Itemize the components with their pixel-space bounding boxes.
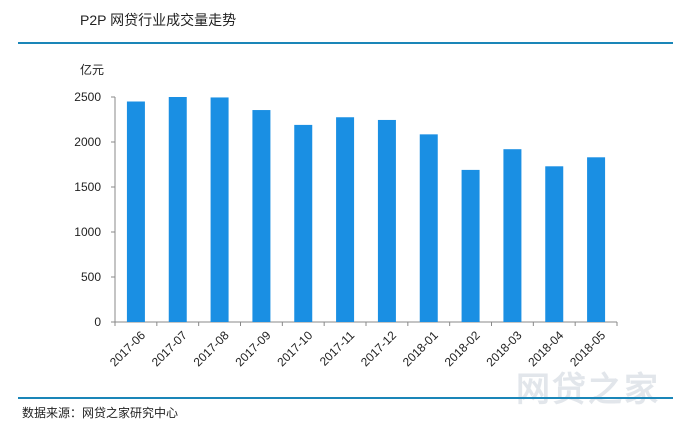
x-tick-label: 2017-07 (149, 328, 190, 369)
bar-2017-10 (294, 124, 313, 323)
y-tick-label: 500 (81, 270, 101, 284)
y-tick-label: 2500 (74, 90, 101, 104)
x-tick-label: 2017-11 (317, 328, 358, 369)
bar-2017-06 (126, 101, 145, 322)
bar-2018-03 (503, 149, 522, 322)
bar-2017-09 (252, 110, 271, 322)
bar-2017-11 (336, 117, 355, 322)
bar-2017-07 (168, 97, 187, 322)
x-tick-label: 2017-12 (358, 328, 399, 369)
bar-2017-12 (377, 119, 396, 322)
y-tick-label: 0 (94, 315, 101, 329)
x-tick-label: 2018-01 (400, 328, 441, 369)
bars-group (126, 97, 606, 323)
x-tick-label: 2017-10 (274, 328, 315, 369)
bar-2018-04 (545, 166, 564, 322)
x-tick-label: 2018-02 (442, 328, 483, 369)
chart-title: P2P 网贷行业成交量走势 (80, 12, 237, 28)
y-axis-ticks: 0 500 1000 1500 2000 2500 (74, 90, 115, 329)
bar-2018-05 (587, 157, 606, 322)
y-tick-label: 2000 (74, 135, 101, 149)
x-tick-label: 2017-08 (191, 328, 232, 369)
x-tick-label: 2017-09 (232, 328, 273, 369)
data-source-note: 数据来源：网贷之家研究中心 (22, 406, 179, 420)
bar-2018-01 (419, 134, 438, 322)
top-divider (18, 42, 673, 44)
x-tick-label: 2017-06 (107, 328, 148, 369)
y-tick-label: 1000 (74, 225, 101, 239)
y-axis-unit-label: 亿元 (80, 62, 104, 77)
bar-2017-08 (210, 97, 229, 322)
watermark-logo: 网贷之家 (516, 370, 660, 410)
bottom-divider (18, 397, 673, 399)
bar-2018-02 (461, 169, 480, 322)
y-tick-label: 1500 (74, 180, 101, 194)
